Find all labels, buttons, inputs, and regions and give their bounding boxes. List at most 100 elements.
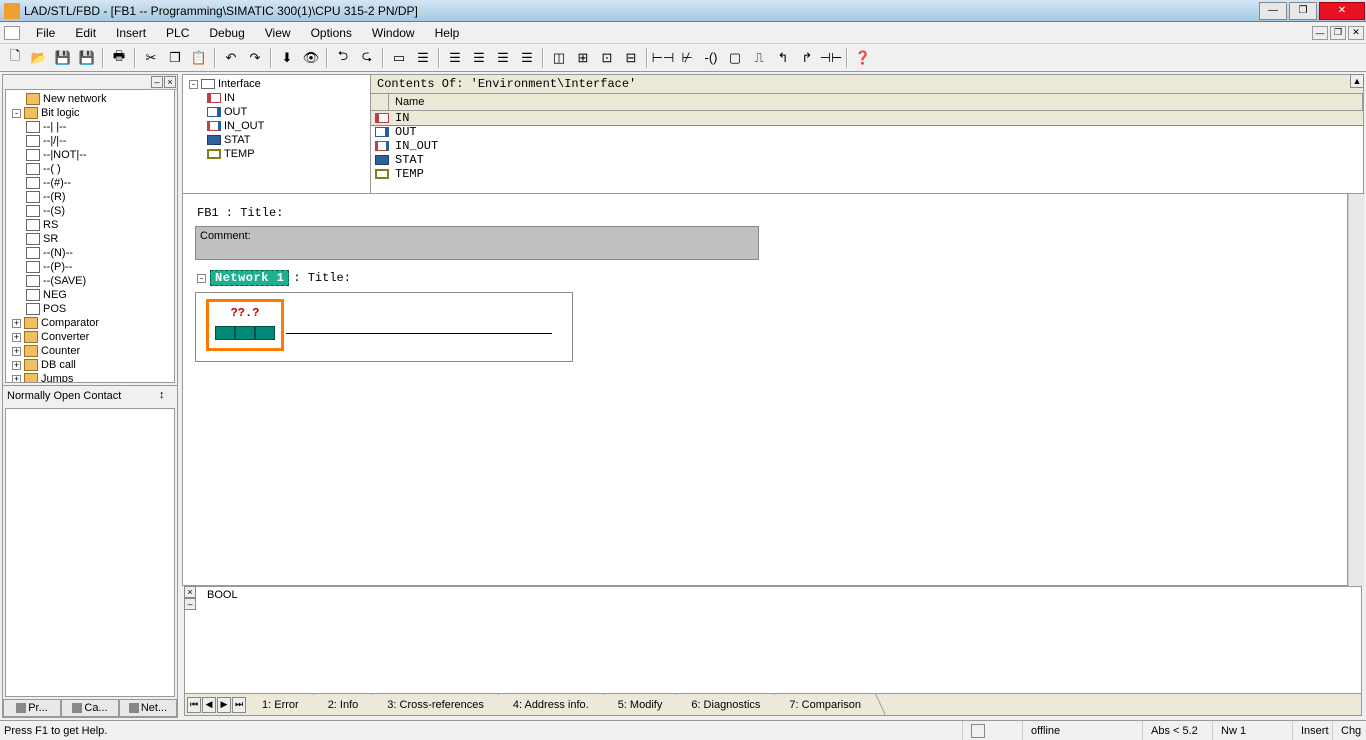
tab-last-button[interactable]: ⏭ [232,697,246,713]
collapse-icon[interactable]: - [189,80,198,89]
symbol2-button[interactable]: ⊟ [620,47,642,69]
tree-item[interactable]: --(R) [8,190,172,204]
vertical-scrollbar[interactable]: ▲ [1348,194,1364,586]
tree-item[interactable]: --(S) [8,204,172,218]
menu-view[interactable]: View [255,24,301,42]
menu-edit[interactable]: Edit [65,24,106,42]
network-area[interactable]: FB1 : Title: Comment: - Network 1 : Titl… [182,194,1348,586]
contact-closed-button[interactable]: ⊬ [676,47,698,69]
menu-file[interactable]: File [26,24,65,42]
cut-button[interactable]: ✂ [140,47,162,69]
maximize-button[interactable]: ❐ [1289,2,1317,20]
scroll-up-button[interactable]: ▲ [1350,74,1364,88]
print-button[interactable]: 🖶 [108,47,130,69]
coil-button[interactable]: -() [700,47,722,69]
tree-item[interactable]: +Converter [8,330,172,344]
expand-icon[interactable]: + [12,333,21,342]
paste-button[interactable]: 📋 [188,47,210,69]
interface-root[interactable]: - Interface [185,77,368,91]
connection-button[interactable]: ⊣⊢ [820,47,842,69]
interface-item[interactable]: IN [185,91,368,105]
menu-options[interactable]: Options [301,24,362,42]
tree-item[interactable]: SR [8,232,172,246]
table-row[interactable]: IN [371,111,1363,125]
output-tab[interactable]: 5: Modify [604,694,678,715]
interface-item[interactable]: TEMP [185,147,368,161]
goto-next-button[interactable]: ⮎ [356,47,378,69]
contact-address[interactable]: ??.? [209,306,281,320]
mdi-minimize-button[interactable]: — [1312,26,1328,40]
mdi-close-button[interactable]: ✕ [1348,26,1364,40]
block-button[interactable]: ▭ [388,47,410,69]
col-name[interactable]: Name [389,94,1363,110]
expand-icon[interactable]: - [12,109,21,118]
undo-button[interactable]: ↶ [220,47,242,69]
tree-item[interactable]: --(P)-- [8,260,172,274]
detail2-button[interactable]: ☰ [516,47,538,69]
environment-button[interactable]: ⊞ [572,47,594,69]
copy-button[interactable]: ❐ [164,47,186,69]
network-title[interactable]: : Title: [293,271,351,285]
tree-item[interactable]: --(SAVE) [8,274,172,288]
goto-button[interactable]: ⮌ [332,47,354,69]
sidebar-tab[interactable]: Ca... [61,700,119,717]
expand-icon[interactable]: + [12,347,21,356]
table-row[interactable]: TEMP [371,167,1363,181]
tab-first-button[interactable]: ⏮ [187,697,201,713]
monitor-button[interactable]: 👁 [300,47,322,69]
tree-item[interactable]: POS [8,302,172,316]
ladder-rung[interactable]: ??.? [195,292,573,362]
contact-element[interactable]: ??.? [206,299,284,351]
menu-plc[interactable]: PLC [156,24,199,42]
sidebar-tab[interactable]: Net... [119,700,177,717]
tree-item[interactable]: --(N)-- [8,246,172,260]
catalog-button[interactable]: ☰ [412,47,434,69]
minimize-button[interactable]: — [1259,2,1287,20]
tree-item[interactable]: +Comparator [8,316,172,330]
tree-item[interactable]: --|NOT|-- [8,148,172,162]
output-pin-button[interactable]: – [184,598,196,610]
redo-button[interactable]: ↷ [244,47,266,69]
output-tab[interactable]: 1: Error [248,694,314,715]
interface-tree[interactable]: - Interface INOUTIN_OUTSTATTEMP [183,75,371,193]
branch-close-button[interactable]: ↱ [796,47,818,69]
tree-item[interactable]: +DB call [8,358,172,372]
open-button[interactable]: 📂 [28,47,50,69]
tree-item[interactable]: -Bit logic [8,106,172,120]
tree-item[interactable]: --|/|-- [8,134,172,148]
interface-item[interactable]: STAT [185,133,368,147]
tree-item[interactable]: --( ) [8,162,172,176]
table-row[interactable]: STAT [371,153,1363,167]
branch-open-button[interactable]: ↰ [772,47,794,69]
collapse-icon[interactable]: - [197,274,206,283]
tree-item[interactable]: --(#)-- [8,176,172,190]
expand-icon[interactable]: + [12,361,21,370]
new-button[interactable]: 🗋 [4,47,26,69]
expand-icon[interactable]: + [12,319,21,328]
menu-insert[interactable]: Insert [106,24,156,42]
tree-item[interactable]: +Jumps [8,372,172,383]
download-button[interactable]: ⬇ [276,47,298,69]
help-button[interactable]: ❓ [852,47,874,69]
saveall-button[interactable]: 💾 [76,47,98,69]
tree-item[interactable]: RS [8,218,172,232]
output-close-button[interactable]: × [184,586,196,598]
table-row[interactable]: IN_OUT [371,139,1363,153]
output-tab[interactable]: 7: Comparison [775,694,876,715]
network-label[interactable]: Network 1 [210,270,289,286]
tab-next-button[interactable]: ▶ [217,697,231,713]
output-tab[interactable]: 4: Address info. [499,694,604,715]
tab-prev-button[interactable]: ◀ [202,697,216,713]
tree-item[interactable]: NEG [8,288,172,302]
symbol-button[interactable]: ⊡ [596,47,618,69]
output-tab[interactable]: 6: Diagnostics [677,694,775,715]
contact-open-button[interactable]: ⊢⊣ [652,47,674,69]
mdi-restore-button[interactable]: ❐ [1330,26,1346,40]
sidebar-tab[interactable]: Pr... [3,700,61,717]
contents-body[interactable]: INOUTIN_OUTSTATTEMP [371,111,1363,193]
tree-item[interactable]: +Counter [8,344,172,358]
save-button[interactable]: 💾 [52,47,74,69]
menu-window[interactable]: Window [362,24,425,42]
sidebar-pin-button[interactable]: – [151,76,163,88]
detail-button[interactable]: ☰ [468,47,490,69]
